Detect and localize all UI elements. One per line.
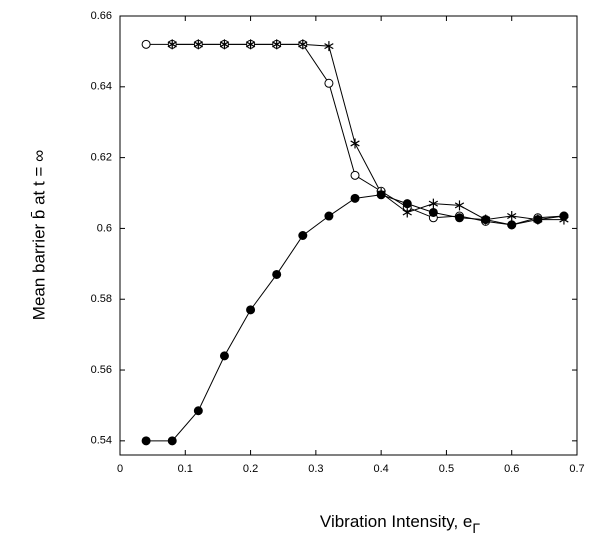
asterisk-stroke [245, 41, 256, 48]
asterisk-stroke [219, 41, 230, 48]
filled-circle-marker [376, 190, 386, 200]
x-tick-label: 0 [117, 463, 123, 475]
x-tick-label: 0.1 [178, 463, 193, 475]
plot-frame [119, 15, 578, 456]
asterisk-marker [454, 200, 465, 211]
y-tick-label: 0.54 [91, 435, 112, 447]
filled-circle-marker [141, 436, 151, 446]
asterisk-marker [350, 138, 360, 149]
filled-circle-marker [428, 207, 438, 217]
filled-circle-marker [533, 215, 543, 225]
x-tick-label: 0.7 [569, 463, 584, 475]
filled-circle-marker [481, 215, 491, 225]
y-tick-label: 0.62 [91, 152, 112, 164]
x-axis-label-text: Vibration Intensity, e [320, 512, 472, 531]
series-line [172, 43, 564, 221]
filled-circle-marker [507, 220, 517, 230]
filled-circle-marker [324, 211, 334, 221]
y-tick-label: 0.64 [91, 81, 112, 93]
asterisk-marker [193, 39, 203, 50]
filled-circle-marker [350, 193, 360, 203]
x-axis-label: Vibration Intensity, eΓ [320, 512, 480, 536]
y-axis-label: Mean barrier b̄ at t = ∞ [29, 150, 48, 320]
asterisk-stroke [298, 41, 308, 48]
asterisk-stroke [454, 202, 465, 209]
asterisk-stroke [507, 213, 517, 220]
x-tick-label: 0.4 [373, 463, 388, 475]
open-circle-marker [350, 170, 360, 180]
filled-circle-marker [402, 199, 412, 209]
open-circle-marker [141, 39, 151, 49]
y-tick-label: 0.58 [91, 293, 112, 305]
asterisk-marker [272, 39, 282, 50]
asterisk-marker [219, 39, 230, 50]
asterisk-stroke [167, 41, 177, 48]
asterisk-marker [324, 41, 334, 52]
x-tick-label: 0.6 [504, 463, 519, 475]
x-axis-label-subscript: Γ [472, 520, 480, 536]
asterisk-stroke [402, 209, 412, 216]
asterisk-marker [167, 39, 177, 50]
asterisk-marker [298, 39, 308, 50]
asterisk-marker [507, 211, 517, 222]
asterisk-stroke [272, 41, 282, 48]
asterisk-marker [245, 39, 256, 50]
asterisk-stroke [324, 43, 334, 50]
x-tick-label: 0.5 [439, 463, 454, 475]
filled-circle-marker [559, 211, 569, 221]
series-line [146, 194, 565, 442]
asterisk-stroke [428, 200, 439, 207]
y-tick-label: 0.66 [91, 10, 112, 22]
filled-circle-marker [167, 436, 177, 446]
filled-circle-marker [193, 406, 203, 416]
y-tick-label: 0.56 [91, 364, 112, 376]
asterisk-stroke [193, 41, 203, 48]
filled-circle-marker [219, 351, 229, 361]
y-tick-label: 0.6 [97, 222, 112, 234]
x-tick-label: 0.3 [308, 463, 323, 475]
asterisk-marker [402, 207, 412, 218]
filled-circle-marker [298, 231, 308, 240]
asterisk-marker [428, 198, 439, 209]
x-tick-label: 0.2 [243, 463, 258, 475]
open-circle-marker [324, 78, 334, 88]
filled-circle-marker [272, 269, 282, 279]
filled-circle-marker [246, 305, 256, 315]
asterisk-stroke [350, 140, 360, 147]
filled-circle-marker [454, 213, 464, 223]
